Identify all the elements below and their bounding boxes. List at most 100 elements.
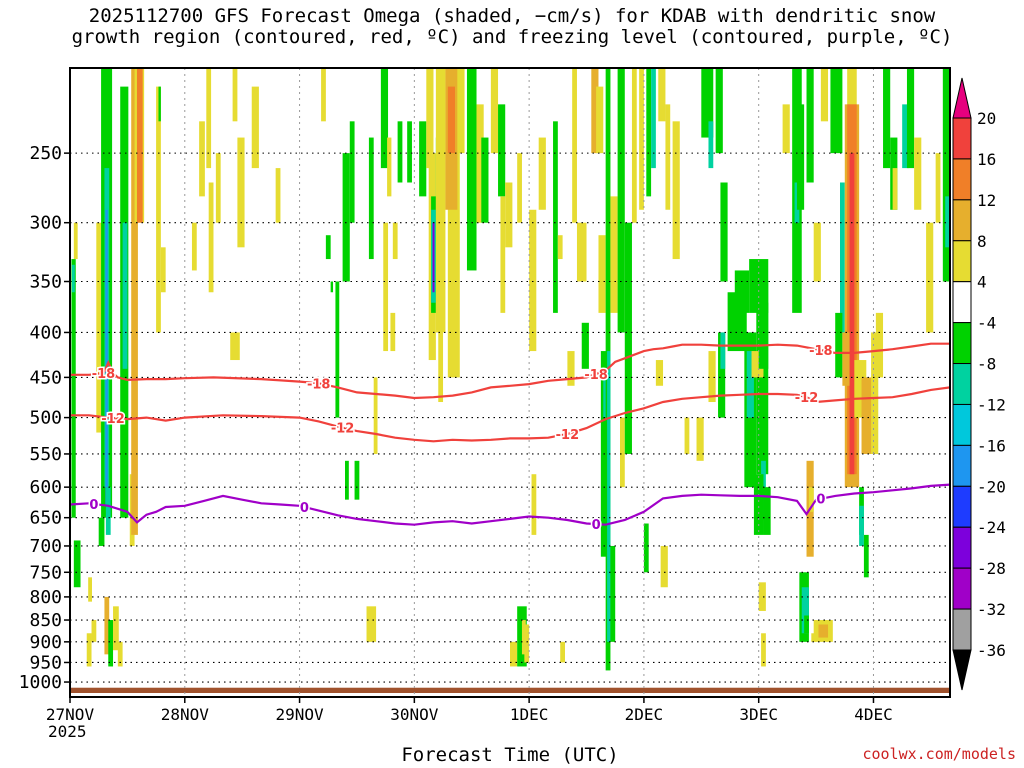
omega-cell — [646, 68, 652, 197]
omega-cell — [835, 312, 843, 378]
contour-lines: -18 -18 -18 -18 -12 -12 -12 -12 0 0 0 0 — [69, 342, 951, 535]
omega-cell — [419, 121, 427, 197]
omega-cell — [86, 633, 92, 667]
omega-cell — [342, 153, 350, 282]
omega-cell — [842, 332, 850, 386]
omega-cell — [354, 460, 360, 500]
omega-cell — [131, 68, 138, 535]
colorbar-swatch — [952, 281, 972, 324]
omega-cell — [349, 121, 355, 223]
colorbar-label: 20 — [977, 109, 996, 128]
omega-cell — [476, 104, 484, 223]
omega-cell — [392, 222, 398, 260]
omega-cell — [892, 168, 898, 210]
omega-cell — [813, 222, 821, 282]
y-tick-label: 500 — [29, 408, 62, 429]
colorbar-label: -20 — [977, 477, 1006, 496]
omega-cell — [651, 68, 656, 169]
colorbar-label: -4 — [977, 314, 996, 333]
omega-cell — [71, 259, 76, 518]
colorbar-label: -8 — [977, 355, 996, 374]
chart-title-line-1: 2025112700 GFS Forecast Omega (shaded, −… — [88, 5, 936, 27]
omega-cell — [521, 620, 526, 655]
omega-cell — [708, 121, 714, 169]
omega-cell — [457, 68, 465, 154]
colorbar-swatch — [952, 363, 972, 405]
omega-cell — [746, 351, 754, 418]
omega-cell — [871, 332, 879, 454]
contour-label: 0 — [816, 493, 825, 508]
omega-cell — [397, 121, 403, 183]
omega-cell — [820, 68, 829, 122]
omega-cell — [108, 620, 114, 667]
y-tick-label: 550 — [29, 444, 62, 465]
omega-cell — [505, 182, 513, 248]
omega-cell — [113, 606, 119, 651]
omega-cell — [373, 377, 378, 454]
omega-cell — [665, 104, 671, 210]
omega-cell — [560, 641, 565, 663]
y-tick-label: 250 — [29, 143, 62, 164]
omega-cell — [251, 86, 259, 169]
colorbar-swatch — [952, 403, 972, 446]
y-axis-ticks: 2503003504004505005506006507007508008509… — [19, 143, 70, 693]
x-tick-label: 29NOV — [275, 705, 324, 724]
omega-cell — [751, 351, 764, 378]
omega-cell — [761, 633, 766, 667]
y-tick-label: 850 — [29, 610, 62, 631]
omega-cell — [804, 615, 809, 634]
omega-cell — [136, 68, 143, 223]
omega-cell — [753, 474, 764, 535]
omega-cell — [942, 68, 950, 282]
omega-cell — [435, 68, 446, 333]
colorbar-label: -12 — [977, 395, 1006, 414]
omega-cell — [426, 68, 434, 169]
omega-cell — [701, 68, 714, 138]
omega-cell — [914, 137, 922, 210]
omega-cell — [230, 332, 240, 361]
omega-cell — [103, 129, 111, 183]
omega-cell — [591, 68, 599, 154]
contour-label: -18 — [809, 344, 833, 359]
omega-cell — [98, 517, 105, 546]
omega-cell — [325, 235, 331, 260]
omega-cell — [237, 137, 245, 248]
omega-cell — [330, 281, 334, 293]
omega-cell — [715, 68, 723, 154]
omega-cell — [156, 86, 161, 333]
omega-cell — [926, 222, 934, 333]
y-tick-label: 900 — [29, 632, 62, 653]
x-tick-label: 30NOV — [390, 705, 439, 724]
omega-cell — [811, 633, 817, 642]
omega-cell — [390, 312, 396, 352]
omega-cell — [734, 270, 750, 313]
omega-cell — [481, 137, 489, 223]
omega-cell — [524, 624, 530, 663]
omega-cell — [345, 460, 349, 500]
y-tick-label: 600 — [29, 477, 62, 498]
colorbar-label: -32 — [977, 600, 1006, 619]
omega-cell — [73, 540, 81, 588]
omega-shading — [71, 68, 950, 671]
omega-cell — [808, 487, 814, 512]
omega-cell — [796, 104, 805, 210]
colorbar-label: 4 — [977, 273, 987, 292]
omega-cell — [854, 360, 867, 418]
omega-cell — [655, 360, 664, 386]
omega-cell — [617, 68, 625, 333]
omega-cell — [447, 86, 455, 154]
omega-cell — [275, 168, 281, 223]
omega-cell — [684, 417, 690, 454]
contour-line — [70, 386, 951, 443]
omega-cell — [380, 68, 389, 169]
omega-cell — [840, 182, 845, 333]
omega-cell — [122, 222, 128, 369]
x-tick-label: 4DEC — [854, 705, 893, 724]
omega-cell — [581, 322, 589, 369]
y-tick-label: 650 — [29, 508, 62, 529]
omega-cell — [620, 417, 625, 488]
contour-label: 0 — [300, 501, 309, 516]
omega-cell — [902, 104, 910, 169]
omega-cell — [572, 68, 577, 223]
